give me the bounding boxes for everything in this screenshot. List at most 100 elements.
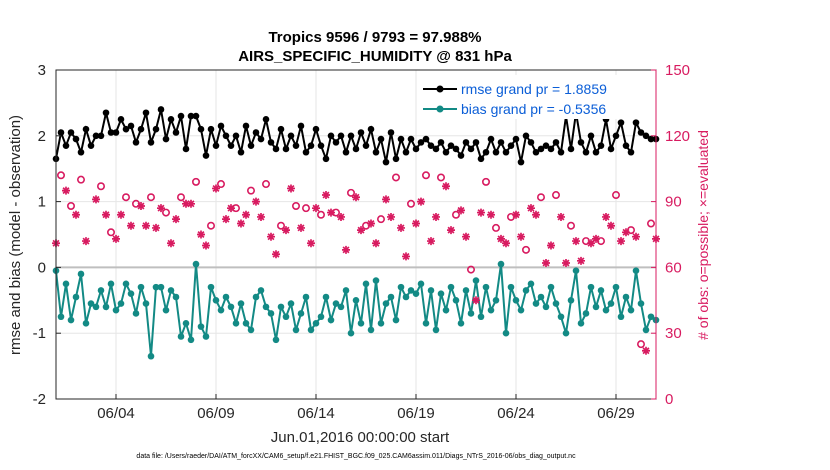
data-point <box>307 326 315 334</box>
data-point <box>237 300 245 307</box>
x-tick-label: 06/04 <box>97 405 135 422</box>
data-marks <box>52 106 660 360</box>
data-point <box>77 148 85 156</box>
data-point <box>527 139 535 146</box>
y-right-tick-label: 30 <box>665 325 682 342</box>
plot-background <box>56 70 656 399</box>
data-point <box>97 287 105 294</box>
evaluated-obs-marker <box>447 226 455 235</box>
possible-obs-marker <box>436 173 445 182</box>
evaluated-obs-marker <box>342 245 350 254</box>
data-point <box>517 158 525 166</box>
x-tick-label: 06/24 <box>497 405 535 422</box>
data-point <box>327 132 335 140</box>
evaluated-obs-marker <box>382 195 390 204</box>
data-point <box>152 125 160 133</box>
evaluated-obs-marker <box>542 259 550 268</box>
data-point <box>142 109 150 117</box>
evaluated-obs-marker <box>142 221 150 230</box>
data-point <box>197 125 205 133</box>
data-point <box>622 142 630 149</box>
data-point <box>152 283 160 291</box>
data-point <box>397 135 405 143</box>
data-point <box>522 132 530 140</box>
possible-obs-marker <box>301 204 310 213</box>
evaluated-obs-marker <box>287 184 295 193</box>
data-point <box>567 145 575 153</box>
data-point <box>337 132 345 140</box>
data-point <box>457 320 465 327</box>
data-point <box>477 155 485 163</box>
data-point <box>62 142 70 149</box>
data-point <box>507 283 515 291</box>
data-point <box>502 329 510 337</box>
data-point <box>632 267 640 274</box>
evaluated-obs-marker <box>497 234 505 243</box>
evaluated-obs-marker <box>272 250 280 259</box>
data-point <box>282 313 290 321</box>
data-point <box>442 306 450 314</box>
data-point <box>217 306 225 314</box>
data-point <box>72 135 80 143</box>
data-point <box>272 145 280 153</box>
evaluated-obs-marker <box>307 239 315 248</box>
data-point <box>122 125 130 133</box>
data-point <box>552 300 560 307</box>
data-point <box>412 290 420 298</box>
legend-rmse-marker <box>436 85 444 93</box>
possible-obs-marker <box>192 177 201 186</box>
data-point <box>127 290 135 298</box>
evaluated-obs-marker <box>602 212 610 221</box>
data-point <box>627 148 635 156</box>
chart-title: Tropics 9596 / 9793 = 97.988% <box>268 29 481 46</box>
y-tick-label: 3 <box>38 62 46 79</box>
evaluated-obs-marker <box>202 241 210 250</box>
data-point <box>647 135 655 143</box>
data-point <box>592 148 600 156</box>
evaluated-obs-marker <box>532 210 540 219</box>
data-point <box>617 313 625 321</box>
data-point <box>297 310 305 317</box>
data-point <box>547 283 555 291</box>
data-point <box>467 310 475 317</box>
data-point <box>177 333 185 340</box>
possible-obs-marker <box>346 188 355 197</box>
evaluated-obs-marker <box>197 230 205 239</box>
evaluated-obs-marker <box>117 210 125 219</box>
evaluated-obs-marker <box>237 219 245 228</box>
data-point <box>277 125 285 133</box>
data-point <box>482 148 490 156</box>
data-point <box>72 293 80 301</box>
data-point <box>407 135 415 143</box>
data-file-footer: data file: /Users/raeder/DAI/ATM_forcXX/… <box>136 453 576 460</box>
data-point <box>407 287 415 294</box>
evaluated-obs-marker <box>432 212 440 221</box>
data-point <box>567 297 575 304</box>
evaluated-obs-marker <box>517 232 525 241</box>
evaluated-obs-marker <box>137 201 145 210</box>
evaluated-obs-marker <box>402 252 410 261</box>
evaluated-obs-marker <box>82 237 90 246</box>
data-point <box>287 132 295 140</box>
data-point <box>177 112 185 120</box>
data-point <box>447 283 455 291</box>
data-point <box>132 310 140 317</box>
data-point <box>117 116 125 123</box>
evaluated-obs-marker <box>127 221 135 230</box>
data-point <box>287 300 295 307</box>
data-point <box>222 293 230 301</box>
evaluated-obs-marker <box>592 234 600 243</box>
evaluated-obs-marker <box>417 197 425 206</box>
data-point <box>67 316 75 324</box>
evaluated-obs-marker <box>477 208 485 217</box>
evaluated-obs-marker <box>357 226 365 235</box>
data-point <box>377 320 385 327</box>
possible-obs-marker <box>521 245 530 254</box>
data-point <box>302 293 310 301</box>
data-point <box>607 145 615 153</box>
data-point <box>312 125 320 133</box>
possible-obs-marker <box>406 199 415 208</box>
y-tick-label: -1 <box>33 325 46 342</box>
possible-obs-marker <box>177 193 186 202</box>
evaluated-obs-marker <box>227 204 235 213</box>
